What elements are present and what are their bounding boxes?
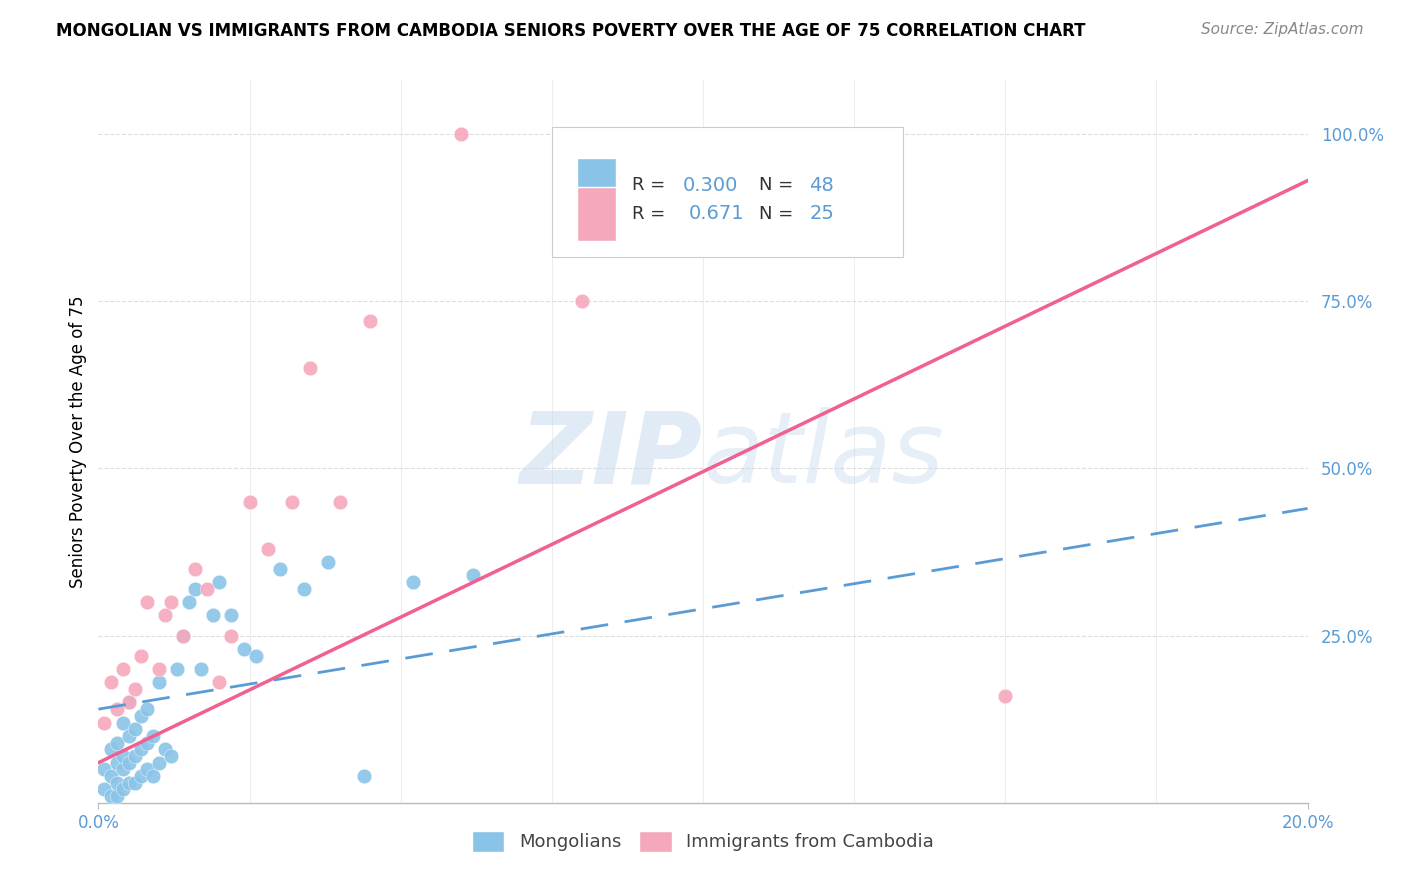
- Point: [994, 689, 1017, 703]
- Point: [148, 675, 170, 690]
- Point: [142, 769, 165, 783]
- Point: [105, 756, 128, 770]
- Point: [208, 575, 231, 590]
- Point: [118, 756, 141, 770]
- Point: [571, 294, 593, 309]
- Point: [239, 494, 262, 508]
- Point: [172, 628, 194, 642]
- Point: [105, 776, 128, 790]
- Point: [93, 762, 115, 776]
- Point: [111, 782, 134, 797]
- Point: [135, 595, 157, 609]
- Point: [160, 749, 183, 764]
- Point: [190, 662, 212, 676]
- Text: N =: N =: [759, 176, 799, 194]
- Point: [142, 729, 165, 743]
- Point: [299, 361, 322, 376]
- Point: [129, 648, 152, 663]
- Point: [100, 742, 122, 756]
- Point: [111, 762, 134, 776]
- Text: R =: R =: [631, 205, 676, 223]
- Point: [402, 575, 425, 590]
- Point: [172, 628, 194, 642]
- Point: [124, 749, 146, 764]
- Point: [202, 608, 225, 623]
- Point: [129, 742, 152, 756]
- Point: [269, 562, 291, 576]
- Text: Source: ZipAtlas.com: Source: ZipAtlas.com: [1201, 22, 1364, 37]
- Point: [111, 715, 134, 730]
- Point: [184, 582, 207, 596]
- Point: [245, 648, 267, 663]
- Point: [360, 314, 382, 328]
- Point: [135, 762, 157, 776]
- Text: ZIP: ZIP: [520, 408, 703, 505]
- Point: [93, 715, 115, 730]
- Point: [100, 789, 122, 804]
- Point: [153, 608, 176, 623]
- Point: [329, 494, 352, 508]
- Point: [450, 127, 472, 141]
- Text: 25: 25: [810, 204, 834, 224]
- Point: [111, 749, 134, 764]
- Point: [179, 595, 201, 609]
- Point: [160, 595, 183, 609]
- Point: [124, 776, 146, 790]
- Point: [105, 702, 128, 716]
- Point: [148, 756, 170, 770]
- Point: [135, 735, 157, 749]
- Point: [118, 696, 141, 710]
- Point: [118, 776, 141, 790]
- Point: [353, 769, 375, 783]
- Point: [100, 769, 122, 783]
- Point: [195, 582, 218, 596]
- FancyBboxPatch shape: [578, 187, 616, 241]
- Text: atlas: atlas: [703, 408, 945, 505]
- Point: [281, 494, 304, 508]
- Point: [221, 628, 243, 642]
- Point: [111, 662, 134, 676]
- Point: [105, 735, 128, 749]
- Text: MONGOLIAN VS IMMIGRANTS FROM CAMBODIA SENIORS POVERTY OVER THE AGE OF 75 CORRELA: MONGOLIAN VS IMMIGRANTS FROM CAMBODIA SE…: [56, 22, 1085, 40]
- Point: [148, 662, 170, 676]
- Point: [256, 541, 278, 556]
- Point: [124, 723, 146, 737]
- Point: [124, 681, 146, 696]
- Point: [129, 708, 152, 723]
- Point: [135, 702, 157, 716]
- Y-axis label: Seniors Poverty Over the Age of 75: Seniors Poverty Over the Age of 75: [69, 295, 87, 588]
- Point: [208, 675, 231, 690]
- Text: 0.300: 0.300: [682, 176, 738, 194]
- Point: [292, 582, 315, 596]
- Text: 0.671: 0.671: [689, 204, 744, 224]
- Point: [184, 562, 207, 576]
- Point: [232, 642, 254, 657]
- Point: [463, 568, 485, 582]
- FancyBboxPatch shape: [551, 128, 903, 257]
- Point: [153, 742, 176, 756]
- Point: [129, 769, 152, 783]
- Text: 48: 48: [810, 176, 834, 194]
- Point: [118, 729, 141, 743]
- Text: R =: R =: [631, 176, 671, 194]
- FancyBboxPatch shape: [578, 158, 616, 211]
- Point: [221, 608, 243, 623]
- Point: [118, 696, 141, 710]
- Text: N =: N =: [759, 205, 799, 223]
- Legend: Mongolians, Immigrants from Cambodia: Mongolians, Immigrants from Cambodia: [465, 823, 941, 859]
- Point: [100, 675, 122, 690]
- Point: [93, 782, 115, 797]
- Point: [316, 555, 339, 569]
- Point: [105, 789, 128, 804]
- Point: [166, 662, 188, 676]
